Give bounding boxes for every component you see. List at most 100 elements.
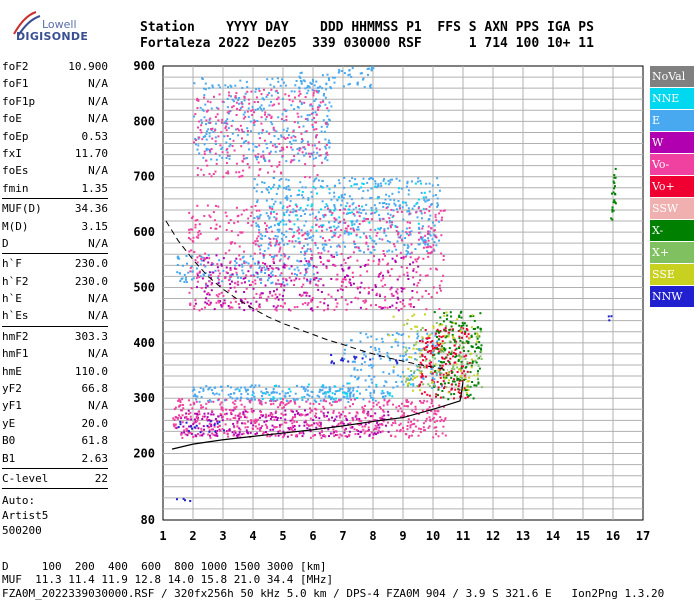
echo-point (438, 324, 441, 327)
echo-point (313, 180, 316, 183)
echo-point (211, 127, 214, 130)
echo-point (423, 191, 426, 194)
echo-point (371, 245, 374, 248)
echo-point (443, 382, 446, 385)
echo-point (318, 432, 321, 435)
echo-point (441, 348, 444, 351)
echo-point (452, 365, 455, 368)
x-tick-label: 12 (486, 529, 500, 543)
echo-point (327, 391, 330, 394)
echo-point (401, 358, 404, 361)
echo-point (208, 135, 211, 138)
echo-point (189, 500, 192, 502)
echo-point (351, 426, 354, 428)
echo-point (357, 297, 360, 300)
echo-point (272, 396, 275, 399)
echo-point (320, 410, 323, 413)
param-label: fmin (2, 181, 29, 195)
echo-point (224, 127, 227, 130)
echo-point (233, 149, 236, 152)
echo-point (363, 219, 366, 222)
echo-point (235, 128, 237, 131)
echo-point (373, 389, 376, 392)
echo-point (357, 211, 360, 214)
echo-point (366, 336, 369, 339)
echo-point (227, 305, 230, 307)
echo-point (333, 362, 335, 365)
echo-point (437, 344, 440, 347)
echo-point (385, 207, 388, 209)
echo-point (388, 392, 391, 395)
echo-point (264, 118, 267, 121)
logo-digisonde-text: DIGISONDE (16, 30, 89, 43)
echo-point (328, 188, 331, 191)
echo-point (264, 262, 267, 265)
echo-point (466, 361, 469, 364)
echo-point (232, 409, 235, 412)
echo-point (468, 376, 471, 379)
echo-point (324, 395, 327, 398)
echo-point (440, 280, 443, 283)
echo-point (377, 401, 380, 404)
echo-point (253, 178, 256, 181)
echo-point (376, 426, 379, 429)
echo-point (203, 257, 206, 260)
echo-point (204, 82, 207, 85)
echo-point (394, 204, 397, 207)
param-label: yE (2, 416, 16, 430)
echo-point (295, 210, 298, 213)
echo-point (468, 386, 471, 389)
echo-point (334, 400, 336, 403)
echo-point (280, 237, 283, 240)
echo-point (305, 152, 308, 155)
echo-point (272, 267, 275, 270)
echo-point (391, 223, 394, 226)
echo-point (351, 271, 354, 274)
echo-point (470, 352, 473, 355)
echo-point (265, 187, 268, 190)
echo-point (346, 303, 349, 306)
echo-point (396, 363, 399, 365)
echo-point (298, 432, 301, 435)
echo-point (375, 304, 377, 306)
echo-point (312, 92, 315, 95)
param-label: foF2 (2, 60, 29, 73)
header-row-labels: Station YYYY DAY DDD HHMMSS P1 FFS S AXN… (140, 20, 594, 35)
echo-point (327, 293, 330, 296)
echo-point (383, 384, 386, 387)
echo-point (394, 225, 397, 228)
echo-point (239, 124, 242, 127)
echo-point (348, 278, 351, 281)
echo-point (235, 206, 238, 209)
echo-point (319, 425, 322, 428)
echo-point (387, 392, 390, 395)
echo-point (425, 342, 427, 345)
echo-point (270, 225, 272, 228)
echo-point (343, 358, 346, 360)
echo-point (399, 428, 402, 431)
echo-point (212, 433, 215, 436)
echo-point (278, 228, 281, 231)
echo-point (377, 424, 380, 426)
echo-point (219, 144, 222, 147)
echo-point (427, 252, 430, 255)
echo-point (313, 99, 316, 102)
echo-point (293, 210, 296, 213)
param-label: hmF1 (2, 347, 29, 361)
echo-point (421, 236, 424, 239)
echo-point (460, 375, 463, 377)
echo-point (293, 428, 296, 431)
echo-point (246, 110, 249, 113)
echo-point (423, 422, 425, 425)
echo-point (309, 417, 312, 420)
echo-point (283, 433, 286, 436)
echo-point (256, 240, 259, 242)
echo-point (290, 104, 293, 107)
echo-point (390, 434, 393, 437)
echo-point (360, 368, 363, 371)
echo-point (476, 332, 479, 335)
x-tick-label: 16 (606, 529, 620, 543)
x-tick-label: 3 (219, 529, 226, 543)
echo-point (303, 101, 306, 104)
echo-point (226, 111, 229, 114)
